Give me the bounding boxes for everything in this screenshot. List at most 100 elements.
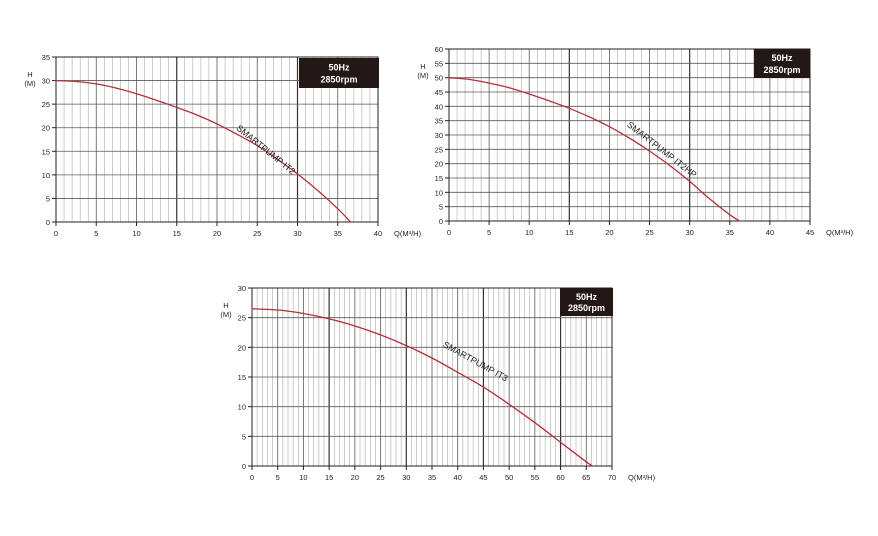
chart-2: 0 5 10 15 20 25 30 35 40 45 0 5 10 15 20 25 30 35 40 45 50 55…: [417, 45, 853, 237]
x-tick-label: 60: [556, 473, 564, 482]
curve-data-point: [350, 221, 352, 223]
x-tick-label: 65: [582, 473, 590, 482]
y-tick-label: 0: [439, 217, 443, 226]
curve-data-point: [354, 325, 356, 327]
x-axis-title: Q(M³/H): [628, 473, 656, 482]
y-tick-label: 50: [435, 74, 443, 83]
curve-data-point: [256, 145, 258, 147]
x-tick-label: 10: [299, 473, 307, 482]
y-tick-label: 0: [242, 462, 246, 471]
x-tick-label: 15: [173, 229, 181, 238]
pump-curve-line: [448, 77, 740, 222]
speed-badge-background: [560, 288, 613, 316]
curve-data-point: [482, 386, 485, 388]
x-tick-label: 30: [685, 228, 693, 237]
curve-data-point: [559, 441, 562, 443]
y-tick-label: 10: [238, 403, 246, 412]
curve-data-point: [135, 93, 138, 95]
curve-data-point: [95, 83, 97, 85]
x-tick-label: 70: [608, 473, 616, 482]
curve-data-point: [196, 114, 198, 116]
curve-data-point: [431, 357, 433, 359]
curve-data-point: [277, 309, 279, 311]
y-tick-label: 30: [435, 131, 443, 140]
speed-badge-background: [299, 58, 379, 88]
curve-data-point: [405, 344, 407, 347]
x-tick-label: 10: [132, 229, 140, 238]
curve-data-point: [709, 198, 711, 200]
x-tick-label: 5: [276, 473, 280, 482]
x-tick-label: 45: [806, 228, 814, 237]
y-tick-label: 0: [46, 218, 50, 227]
x-tick-label: 20: [213, 229, 221, 238]
y-axis-unit: (M): [417, 71, 429, 80]
x-tick-label: 45: [479, 473, 487, 482]
y-tick-label: 20: [435, 160, 443, 169]
curve-data-point: [729, 214, 731, 216]
curve-data-point: [488, 82, 490, 84]
curve-data-point: [588, 116, 590, 118]
curve-data-point: [337, 208, 339, 210]
curve-data-point: [585, 461, 587, 463]
curve-data-point: [156, 99, 158, 101]
curve-data-point: [55, 79, 57, 82]
curve-data-point: [628, 137, 631, 139]
y-tick-label: 45: [435, 88, 443, 97]
y-tick-label: 30: [42, 77, 50, 86]
y-axis-title: H: [420, 62, 425, 71]
curve-data-point: [115, 87, 117, 89]
curve-data-point: [528, 93, 530, 95]
y-tick-label: 5: [242, 432, 246, 441]
y-axis-unit: (M): [220, 310, 232, 319]
curve-data-point: [508, 403, 510, 405]
x-tick-label: 30: [293, 229, 301, 238]
y-tick-label: 10: [42, 171, 50, 180]
x-tick-label: 40: [766, 228, 774, 237]
y-tick-label: 25: [42, 100, 50, 109]
x-axis-title: Q(M³/H): [826, 228, 854, 237]
curve-label: SMARTPUMP IT2: [234, 123, 297, 177]
speed-badge-background: [754, 49, 810, 78]
y-tick-label: 25: [435, 145, 443, 154]
curve-data-point: [468, 78, 470, 80]
x-tick-label: 35: [726, 228, 734, 237]
curve-data-point: [689, 180, 691, 183]
x-tick-label: 35: [428, 473, 436, 482]
frequency-label: 50Hz: [328, 63, 350, 73]
frequency-label: 50Hz: [576, 292, 598, 302]
x-tick-label: 25: [253, 229, 261, 238]
curve-data-point: [648, 150, 651, 152]
curve-data-point: [508, 87, 510, 89]
curve-data-point: [276, 158, 278, 160]
y-axis-title: H: [223, 301, 228, 310]
curve-data-point: [296, 173, 299, 175]
x-tick-label: 55: [531, 473, 539, 482]
x-tick-label: 0: [54, 229, 58, 238]
curve-data-point: [216, 123, 218, 125]
curve-data-point: [251, 308, 253, 310]
curve-data-point: [176, 106, 178, 109]
y-tick-label: 20: [238, 343, 246, 352]
curve-data-point: [379, 334, 382, 336]
y-tick-label: 35: [42, 53, 50, 62]
y-tick-label: 60: [435, 45, 443, 54]
y-tick-label: 35: [435, 117, 443, 126]
y-tick-label: 15: [435, 174, 443, 183]
pump-curve-line: [55, 79, 352, 223]
x-tick-label: 25: [645, 228, 653, 237]
y-tick-label: 20: [42, 124, 50, 133]
x-tick-label: 20: [605, 228, 613, 237]
curve-data-point: [548, 100, 550, 102]
curve-data-point: [236, 133, 238, 135]
x-tick-label: 50: [505, 473, 513, 482]
x-tick-label: 40: [454, 473, 462, 482]
y-axis-title: H: [27, 70, 32, 79]
curve-data-point: [534, 422, 536, 424]
curve-data-point: [738, 220, 741, 222]
x-tick-label: 40: [374, 229, 382, 238]
curve-data-point: [591, 465, 594, 467]
y-tick-label: 55: [435, 59, 443, 68]
